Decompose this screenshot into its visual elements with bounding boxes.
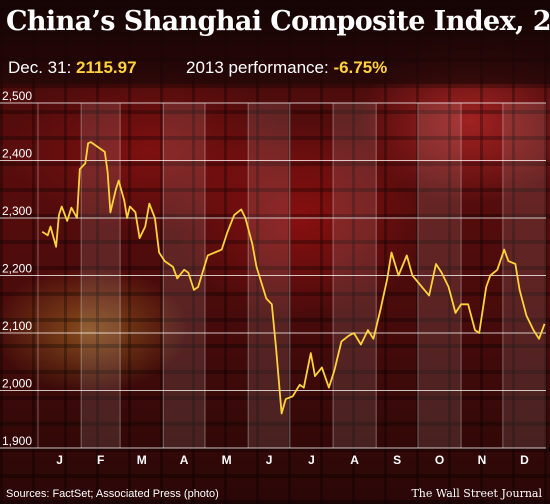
y-tick-label: 2,100 [2,319,32,333]
performance-value: -6.75% [333,58,388,77]
x-tick-label: D [520,453,529,467]
x-tick-label: A [180,453,189,467]
performance-readout: 2013 performance: -6.75% [186,58,387,78]
source-note: Sources: FactSet; Associated Press (phot… [6,488,219,500]
x-tick-label: J [56,453,63,467]
x-tick-label: A [350,453,359,467]
close-readout: Dec. 31: 2115.97 [8,58,137,78]
publisher-credit: The Wall Street Journal [411,487,542,500]
index-line [41,141,546,415]
x-tick-label: J [266,453,273,467]
x-tick-label: J [308,453,315,467]
close-label: Dec. 31: [8,58,72,77]
chart-title: China’s Shanghai Composite Index, 2013 [6,6,550,37]
performance-label: 2013 performance: [186,58,329,77]
y-tick-label: 2,400 [2,147,32,161]
grid [0,102,546,449]
header: China’s Shanghai Composite Index, 2013 D… [0,0,550,84]
x-tick-label: O [435,453,444,467]
x-tick-label: M [137,453,147,467]
y-tick-label: 2,200 [2,262,32,276]
close-value: 2115.97 [76,58,137,77]
y-tick-label: 2,000 [2,377,32,391]
x-tick-label: F [97,453,104,467]
x-tick-label: N [478,453,487,467]
x-tick-label: M [222,453,232,467]
y-tick-label: 1,900 [2,434,32,448]
y-tick-label: 2,500 [2,89,32,103]
y-tick-label: 2,300 [2,204,32,218]
y-axis-ticks: 1,900 2,000 2,100 2,200 2,300 2,400 2,500 [2,89,32,448]
x-tick-label: S [393,453,401,467]
